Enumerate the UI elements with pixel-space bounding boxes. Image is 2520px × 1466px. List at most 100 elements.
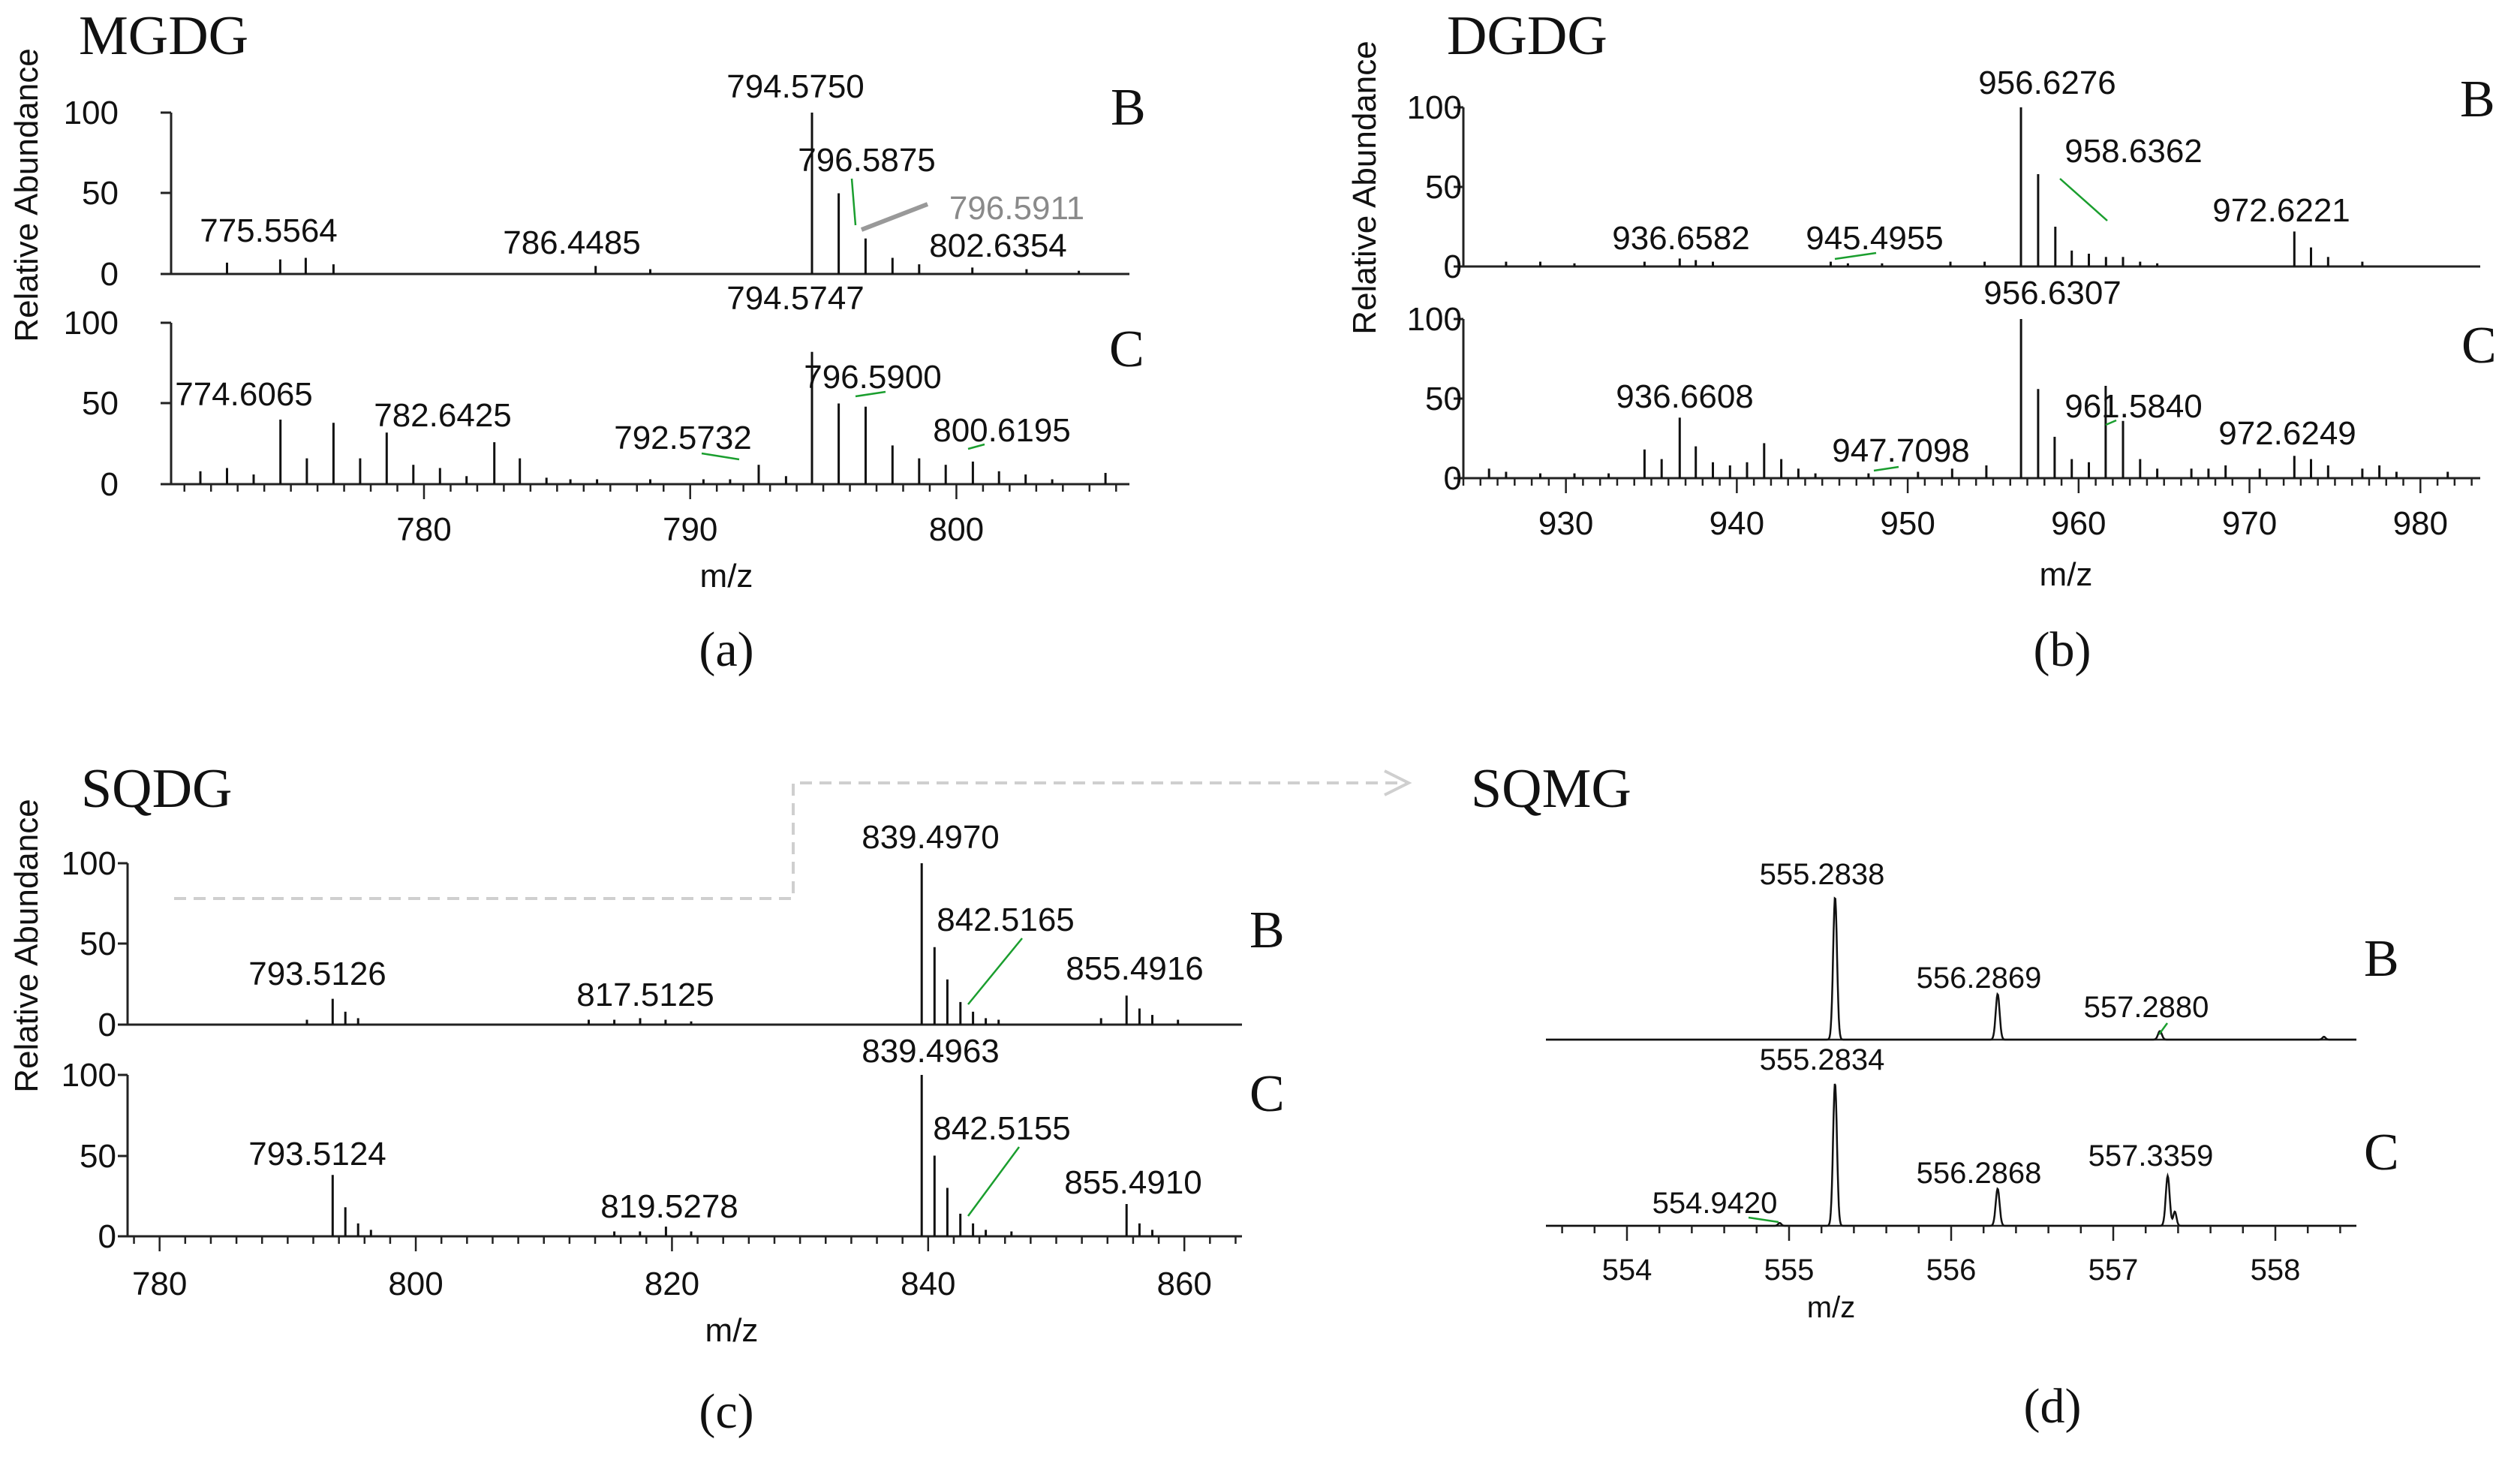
panel-d: SQMG B 555.2838 556.2869 557.2880 C 554.… (1471, 758, 2399, 1434)
peak-label: 972.6221 (2212, 192, 2350, 229)
panel-a-trace-b-name: B (1111, 79, 1146, 137)
panel-a-xaxis: 780 790 800 (183, 484, 1117, 548)
peak-label: 958.6362 (2064, 133, 2203, 170)
peak-label: 793.5124 (248, 1136, 386, 1172)
ytick-label: 50 (82, 175, 119, 212)
label-leader (1834, 251, 1877, 260)
panel-c-trace-b-peaks (305, 863, 1180, 1025)
peak-label: 555.2838 (1760, 858, 1885, 891)
ytick-label: 0 (101, 256, 119, 293)
ytick-label: 0 (98, 1218, 116, 1255)
panel-d-trace-b-name: B (2364, 930, 2399, 988)
peak-label: 796.5875 (798, 142, 936, 179)
ytick-label: 100 (1407, 89, 1462, 126)
xtick-label: 960 (2051, 505, 2106, 542)
panel-c-trace-c-yticks: 0 50 100 (62, 1057, 128, 1255)
peak-label: 855.4916 (1066, 950, 1204, 987)
peak-label: 972.6249 (2218, 415, 2356, 452)
ytick-label: 100 (62, 845, 116, 882)
panel-a-xlabel: m/z (700, 558, 753, 595)
label-leader (701, 452, 740, 461)
peak-label: 555.2834 (1760, 1043, 1885, 1076)
panel-d-trace-b: B 555.2838 556.2869 557.2880 (1546, 858, 2399, 1041)
xtick-label: 800 (388, 1266, 443, 1302)
panel-b-trace-c-peaks (1487, 319, 2449, 478)
peak-label: 792.5732 (614, 420, 752, 456)
peak-label: 557.3359 (2088, 1139, 2214, 1172)
label-leader (1873, 465, 1899, 472)
panel-b-trace-b: B 0 50 100 936.6582 945.4955 956.6276 95… (1407, 65, 2495, 285)
label-leader (967, 938, 1023, 1005)
panel-c-ylabel: Relative Abundance (8, 799, 45, 1092)
peak-label: 855.4910 (1064, 1164, 1202, 1201)
ytick-label: 100 (64, 305, 119, 342)
panel-a-label: (a) (699, 622, 753, 677)
peak-label: 556.2868 (1917, 1157, 2042, 1190)
xtick-label: 840 (901, 1266, 955, 1302)
panel-c-title: SQDG (81, 758, 232, 820)
peak-label: 793.5126 (248, 956, 386, 992)
panel-b-title: DGDG (1447, 5, 1607, 67)
panel-c-trace-b-yticks: 0 50 100 (62, 845, 128, 1043)
peak-label: 945.4955 (1806, 220, 1944, 257)
xtick-label: 800 (929, 511, 984, 548)
xtick-label: 790 (663, 511, 717, 548)
ytick-label: 100 (64, 95, 119, 131)
panel-a-title: MGDG (79, 5, 248, 67)
panel-b-ylabel: Relative Abundance (1346, 41, 1383, 334)
xtick-label: 780 (132, 1266, 187, 1302)
panel-d-trace-c-name: C (2364, 1124, 2399, 1182)
label-leader (850, 178, 857, 226)
peak-label: 839.4970 (862, 819, 1000, 856)
panel-a-trace-b: B 0 50 100 775.5564 786.4485 794.5750 79… (64, 68, 1146, 293)
peak-label: 936.6608 (1616, 378, 1754, 415)
label-leader (1748, 1216, 1779, 1224)
annotation-leader (860, 202, 929, 232)
panel-a-trace-c-yticks: 0 50 100 (64, 305, 171, 503)
panel-b-trace-c-name: C (2461, 317, 2497, 375)
peak-label: 786.4485 (503, 224, 641, 261)
annotation-label: 796.5911 (949, 190, 1084, 227)
xtick-label: 820 (645, 1266, 699, 1302)
ytick-label: 0 (101, 466, 119, 503)
panel-b-trace-b-name: B (2460, 71, 2495, 128)
panel-d-title: SQMG (1471, 758, 1631, 820)
panel-a-trace-c-name: C (1109, 321, 1144, 378)
panel-b-trace-c: C 0 50 100 936.6608 947.7098 956.6307 96… (1407, 275, 2497, 497)
peak-label: 961.5840 (2064, 388, 2203, 425)
peak-label: 819.5278 (600, 1188, 738, 1225)
peak-label: 947.7098 (1832, 432, 1970, 469)
panel-c: SQDG Relative Abundance B 0 50 100 793.5… (8, 758, 1412, 1439)
panel-c-trace-b-name: B (1249, 902, 1285, 959)
ytick-label: 0 (1444, 460, 1462, 497)
panel-c-trace-c-name: C (1249, 1065, 1285, 1123)
panel-a: MGDG Relative Abundance B 0 50 100 775.5… (8, 5, 1146, 677)
ytick-label: 50 (1425, 169, 1462, 206)
peak-label: 956.6307 (1983, 275, 2122, 312)
panel-d-trace-b-line (1546, 896, 2356, 1041)
peak-label: 794.5747 (726, 280, 865, 317)
label-leader (855, 390, 886, 398)
peak-label: 839.4963 (862, 1033, 1000, 1070)
xtick-label: 780 (396, 511, 451, 548)
label-leader (2105, 419, 2117, 426)
peak-label: 557.2880 (2084, 991, 2209, 1024)
peak-label: 936.6582 (1612, 220, 1750, 257)
peak-label: 774.6065 (175, 376, 313, 413)
label-leader (967, 1146, 1021, 1217)
ytick-label: 50 (1425, 381, 1462, 417)
panel-d-xlabel: m/z (1807, 1291, 1855, 1324)
ytick-label: 50 (80, 1138, 116, 1175)
peak-label: 782.6425 (374, 397, 512, 434)
xtick-label: 554 (1602, 1254, 1652, 1287)
panel-c-trace-c: C 0 50 100 793.5124 819.5278 839.4963 84… (62, 1033, 1285, 1255)
label-leader (967, 443, 985, 450)
panel-a-trace-b-peaks (226, 113, 1081, 274)
panel-d-label: (d) (2024, 1379, 2082, 1434)
ytick-label: 0 (1444, 248, 1462, 285)
peak-label: 775.5564 (200, 212, 338, 249)
connector-arrow (174, 781, 1407, 900)
peak-label: 842.5155 (933, 1110, 1071, 1147)
xtick-label: 555 (1764, 1254, 1815, 1287)
